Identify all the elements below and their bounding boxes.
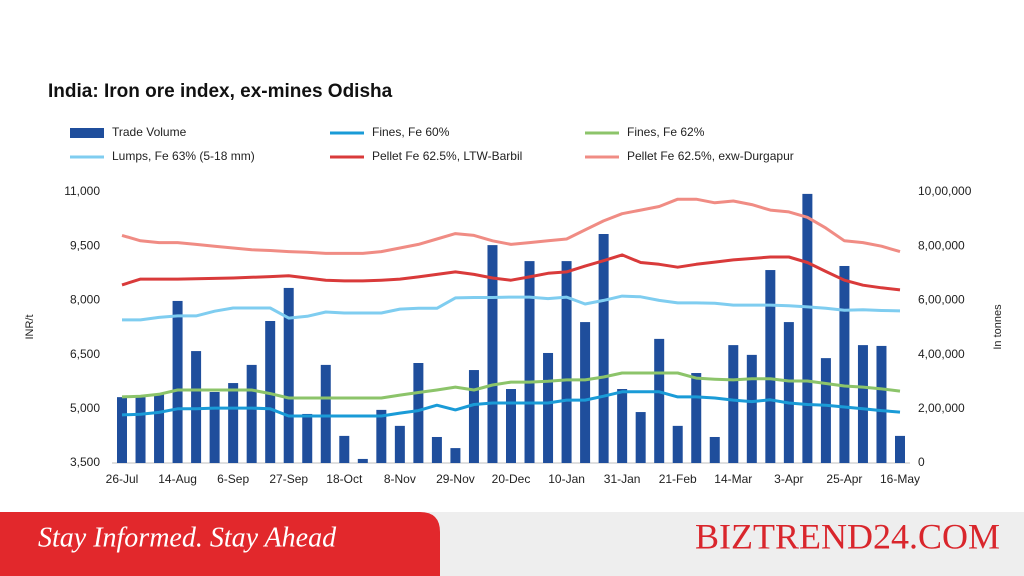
bar xyxy=(506,389,516,463)
y-tick-label: 3,500 xyxy=(70,455,100,469)
x-tick-label: 25-Apr xyxy=(826,472,862,486)
x-tick-label: 6-Sep xyxy=(217,472,249,486)
bar xyxy=(228,383,239,463)
bar xyxy=(895,435,905,463)
chart-title: India: Iron ore index, ex-mines Odisha xyxy=(48,81,393,102)
bar xyxy=(413,363,424,463)
bar xyxy=(320,364,331,463)
bar xyxy=(561,261,572,463)
x-tick-label: 21-Feb xyxy=(659,472,697,486)
y2-tick-label: 10,00,000 xyxy=(918,184,972,198)
banner-left-shape xyxy=(0,512,440,576)
bar xyxy=(617,389,628,463)
y2-tick-label: 2,00,000 xyxy=(918,401,965,415)
bar xyxy=(580,322,591,463)
bar xyxy=(191,351,202,463)
bar xyxy=(635,412,646,463)
bar xyxy=(857,345,868,463)
bar xyxy=(172,300,183,463)
y2-tick-label: 0 xyxy=(918,455,925,469)
y-tick-label: 11,000 xyxy=(64,184,100,198)
bar xyxy=(209,391,220,463)
bar xyxy=(765,270,776,463)
bar xyxy=(376,409,387,463)
bar xyxy=(283,287,294,463)
y2-tick-label: 6,00,000 xyxy=(918,293,965,307)
bar xyxy=(246,364,257,463)
bar xyxy=(135,397,146,463)
bar xyxy=(265,320,276,463)
bar xyxy=(524,261,535,463)
line xyxy=(121,390,901,418)
bar xyxy=(154,393,165,463)
legend-label: Lumps, Fe 63% (5-18 mm) xyxy=(112,149,255,163)
banner: Stay Informed. Stay Ahead BIZTREND24.COM xyxy=(0,512,1024,576)
y2-tick-label: 8,00,000 xyxy=(918,238,965,252)
y2-axis-title: In tonnes xyxy=(992,304,1004,350)
bar xyxy=(820,358,831,463)
y-tick-label: 6,500 xyxy=(70,347,100,361)
y-tick-label: 9,500 xyxy=(70,238,100,252)
x-tick-label: 8-Nov xyxy=(384,472,416,486)
legend-label: Fines, Fe 62% xyxy=(627,125,705,139)
bar xyxy=(598,234,609,463)
banner-brand: BIZTREND24.COM xyxy=(695,516,1000,556)
bar xyxy=(802,193,813,463)
x-tick-label: 14-Mar xyxy=(714,472,752,486)
bar xyxy=(654,338,665,463)
bar xyxy=(302,413,313,463)
legend-label: Trade Volume xyxy=(112,125,187,139)
bar xyxy=(746,354,757,463)
x-tick-label: 10-Jan xyxy=(548,472,585,486)
x-tick-label: 16-May xyxy=(880,472,920,486)
bar xyxy=(357,458,368,463)
bar xyxy=(543,352,554,463)
bar xyxy=(339,435,350,463)
legend: Trade Volume Fines, Fe 60% Fines, Fe 62% Lu… xyxy=(70,125,794,163)
x-tick-label: 31-Jan xyxy=(604,472,641,486)
bar xyxy=(839,265,850,463)
x-tick-label: 3-Apr xyxy=(774,472,803,486)
bar xyxy=(709,436,720,463)
x-tick-label: 26-Jul xyxy=(106,472,139,486)
line xyxy=(121,197,901,255)
bar xyxy=(876,345,887,463)
line xyxy=(121,253,901,292)
legend-swatch xyxy=(70,128,104,138)
bar xyxy=(691,373,702,463)
legend-label: Fines, Fe 60% xyxy=(372,125,450,139)
x-tick-label: 20-Dec xyxy=(492,472,531,486)
legend-label: Pellet Fe 62.5%, exw-Durgapur xyxy=(627,149,794,163)
bar xyxy=(394,425,405,463)
banner-tagline: Stay Informed. Stay Ahead xyxy=(38,522,337,553)
bar xyxy=(487,245,498,463)
x-tick-label: 18-Oct xyxy=(326,472,363,486)
bar xyxy=(468,370,479,463)
plot-area: 3,500 5,000 6,500 8,000 9,500 11,000 0 2,00,000… xyxy=(64,184,972,486)
legend-label: Pellet Fe 62.5%, LTW-Barbil xyxy=(372,149,522,163)
line xyxy=(122,294,901,322)
x-tick-label: 14-Aug xyxy=(158,472,197,486)
y2-tick-label: 4,00,000 xyxy=(918,347,965,361)
bar xyxy=(450,448,461,463)
y-tick-label: 8,000 xyxy=(70,293,100,307)
bar xyxy=(431,436,442,463)
bar xyxy=(728,345,739,463)
y-tick-label: 5,000 xyxy=(70,401,100,415)
bar xyxy=(672,425,683,463)
y-axis-title: INR/t xyxy=(24,314,36,339)
x-tick-label: 29-Nov xyxy=(436,472,475,486)
bar xyxy=(117,397,127,463)
bar xyxy=(783,322,794,463)
x-tick-label: 27-Sep xyxy=(269,472,308,486)
line xyxy=(121,371,901,400)
